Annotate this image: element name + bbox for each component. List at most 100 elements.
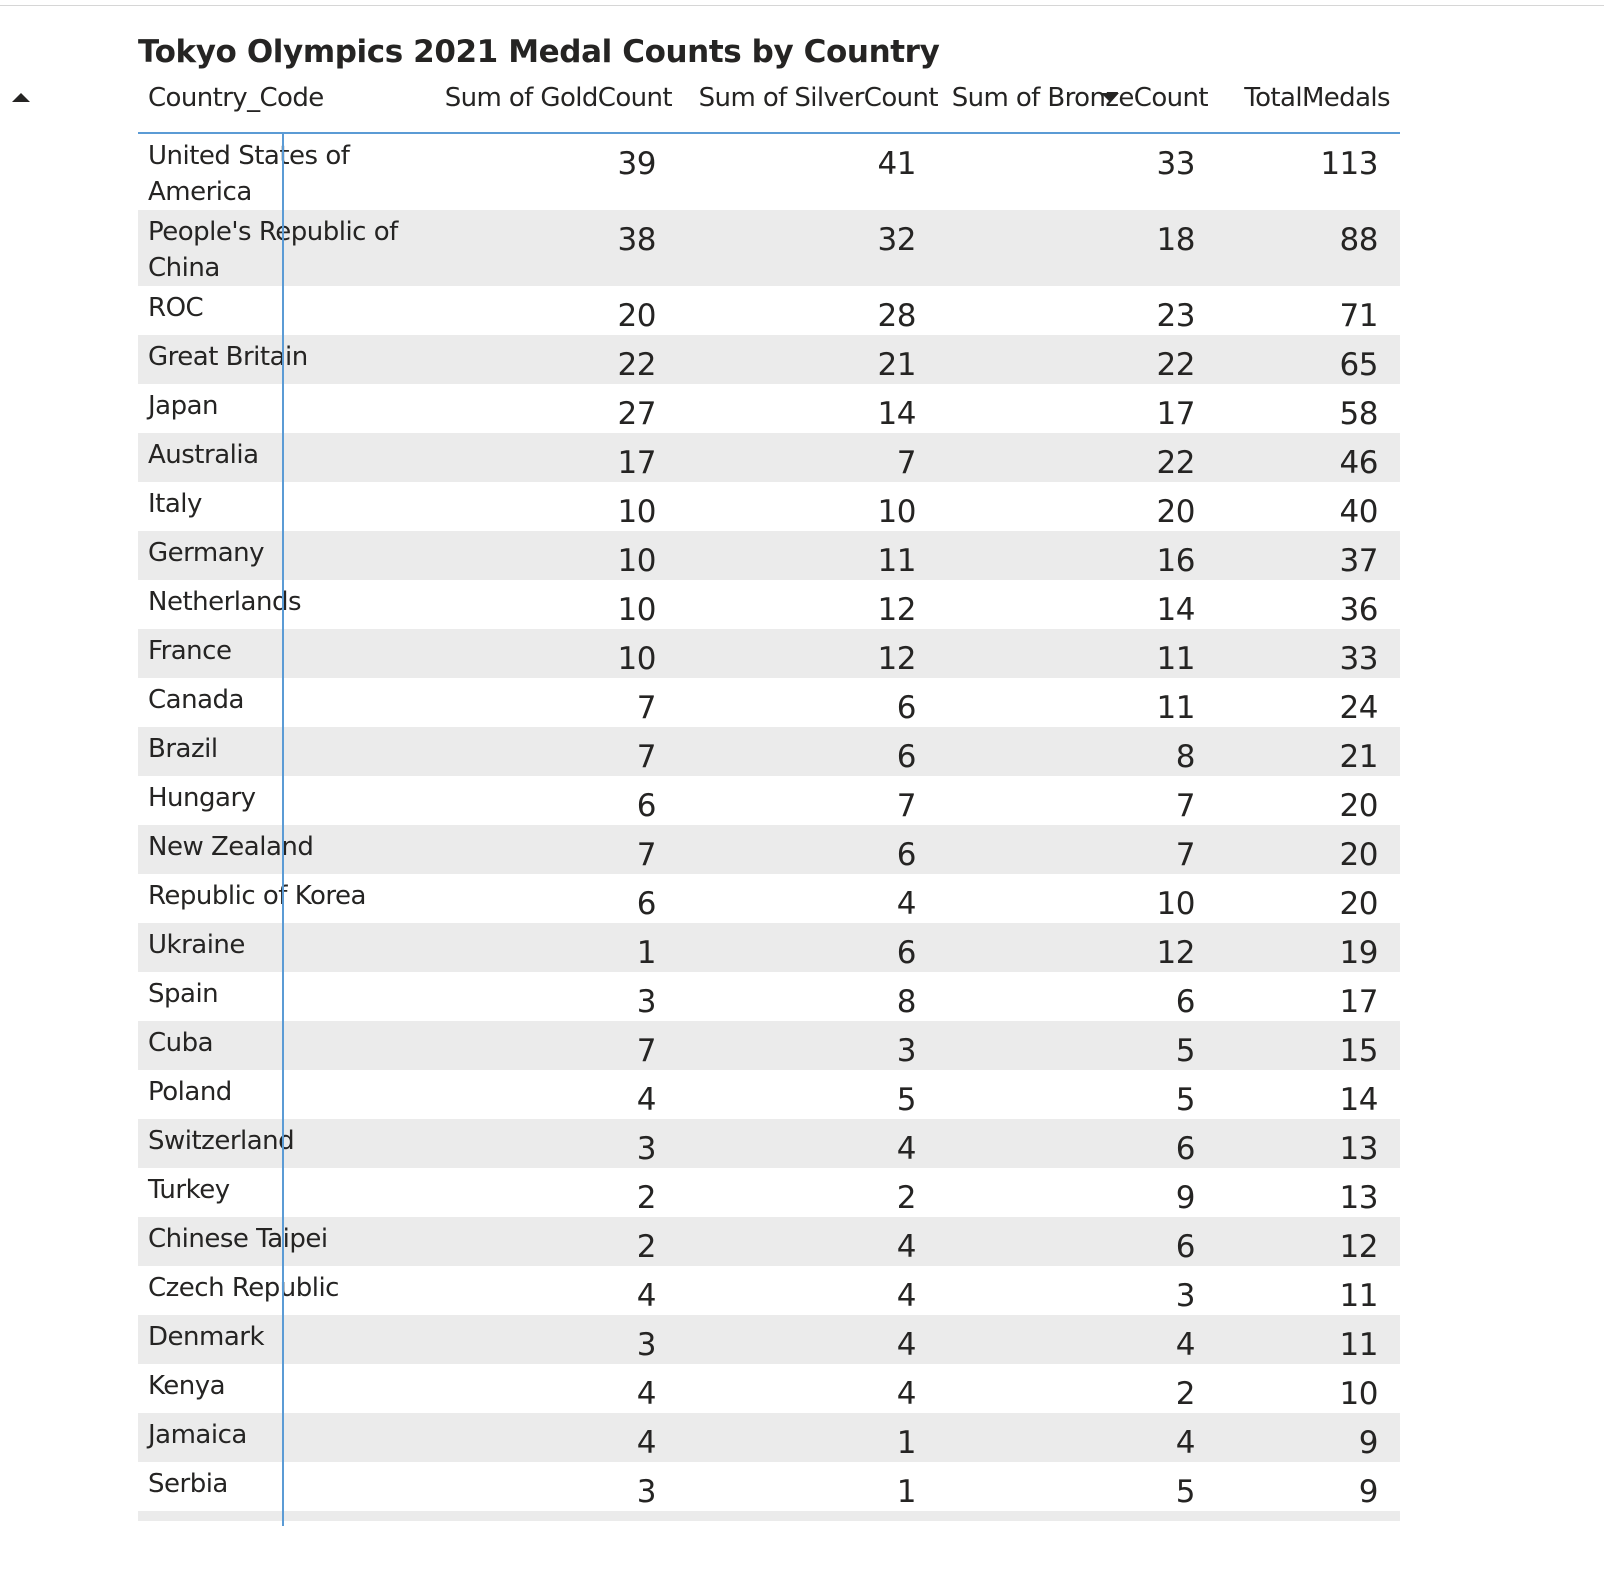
table-row[interactable]: Poland 4 5 5 14: [138, 1070, 1400, 1119]
country-cell: Czech Republic: [148, 1273, 339, 1303]
bronze-count-cell: 12: [1156, 935, 1196, 971]
table-row[interactable]: Germany 10 11 16 37: [138, 531, 1400, 580]
table-row[interactable]: Hungary 6 7 7 20: [138, 776, 1400, 825]
silver-count-cell: 5: [896, 1082, 917, 1118]
gold-count-cell: 7: [636, 690, 657, 726]
country-cell: Spain: [148, 979, 219, 1009]
bronze-count-cell: 4: [1175, 1425, 1196, 1461]
total-medals-cell: 21: [1339, 739, 1379, 775]
silver-count-cell: 4: [896, 1229, 917, 1265]
table-header: Country_Code Sum of GoldCount Sum of Sil…: [138, 76, 1400, 134]
table-row[interactable]: France 10 12 11 33: [138, 629, 1400, 678]
total-medals-cell: 9: [1358, 1425, 1379, 1461]
table-row[interactable]: Canada 7 6 11 24: [138, 678, 1400, 727]
table-row[interactable]: Netherlands 10 12 14 36: [138, 580, 1400, 629]
country-cell: New Zealand: [148, 832, 314, 862]
country-cell: Brazil: [148, 734, 218, 764]
total-medals-cell: 20: [1339, 788, 1379, 824]
total-medals-cell: 58: [1339, 396, 1379, 432]
country-cell: Cuba: [148, 1028, 214, 1058]
bronze-count-cell: 23: [1156, 298, 1196, 334]
gold-count-cell: 10: [617, 592, 657, 628]
visual-title: Tokyo Olympics 2021 Medal Counts by Coun…: [138, 34, 940, 70]
country-cell: Germany: [148, 538, 265, 568]
total-medals-cell: 14: [1339, 1082, 1379, 1118]
gold-count-cell: 10: [617, 641, 657, 677]
total-medals-cell: 33: [1339, 641, 1379, 677]
bronze-count-cell: 10: [1156, 886, 1196, 922]
column-header-bronze[interactable]: Sum of BronzeCount: [951, 83, 1209, 113]
column-header-total[interactable]: TotalMedals: [1244, 83, 1390, 113]
gold-count-cell: 4: [636, 1425, 657, 1461]
table-row[interactable]: Czech Republic 4 4 3 11: [138, 1266, 1400, 1315]
country-cell: Italy: [148, 489, 202, 519]
table-row-partial: [138, 1511, 1400, 1521]
gold-count-cell: 3: [636, 1131, 657, 1167]
silver-count-cell: 1: [896, 1425, 917, 1461]
table-row[interactable]: Denmark 3 4 4 11: [138, 1315, 1400, 1364]
silver-count-cell: 4: [896, 1131, 917, 1167]
table-row[interactable]: Jamaica 4 1 4 9: [138, 1413, 1400, 1462]
table-row[interactable]: Great Britain 22 21 22 65: [138, 335, 1400, 384]
total-medals-cell: 9: [1358, 1474, 1379, 1510]
table-row[interactable]: Ukraine 1 6 12 19: [138, 923, 1400, 972]
silver-count-cell: 28: [877, 298, 917, 334]
column-divider: [282, 134, 284, 1526]
table-row[interactable]: Japan 27 14 17 58: [138, 384, 1400, 433]
table-row[interactable]: Turkey 2 2 9 13: [138, 1168, 1400, 1217]
silver-count-cell: 41: [877, 146, 917, 182]
table-row[interactable]: Spain 3 8 6 17: [138, 972, 1400, 1021]
sort-ascending-icon[interactable]: [12, 93, 30, 102]
country-cell: Switzerland: [148, 1126, 295, 1156]
table-visual[interactable]: Tokyo Olympics 2021 Medal Counts by Coun…: [138, 28, 1400, 1521]
silver-count-cell: 8: [896, 984, 917, 1020]
country-cell: Denmark: [148, 1322, 265, 1352]
table-row[interactable]: New Zealand 7 6 7 20: [138, 825, 1400, 874]
table-row[interactable]: ROC 20 28 23 71: [138, 286, 1400, 335]
total-medals-cell: 88: [1339, 222, 1379, 258]
total-medals-cell: 24: [1339, 690, 1379, 726]
silver-count-cell: 4: [896, 1376, 917, 1412]
country-cell: Canada: [148, 685, 244, 715]
country-cell: Hungary: [148, 783, 256, 813]
country-cell: ROC: [148, 293, 204, 323]
total-medals-cell: 71: [1339, 298, 1379, 334]
gold-count-cell: 1: [636, 935, 657, 971]
column-header-gold[interactable]: Sum of GoldCount: [444, 83, 673, 113]
column-header-silver[interactable]: Sum of SilverCount: [698, 83, 939, 113]
silver-count-cell: 7: [896, 788, 917, 824]
top-border: [0, 5, 1604, 6]
gold-count-cell: 6: [636, 886, 657, 922]
table-row[interactable]: Italy 10 10 20 40: [138, 482, 1400, 531]
silver-count-cell: 6: [896, 935, 917, 971]
country-cell: Chinese Taipei: [148, 1224, 328, 1254]
silver-count-cell: 4: [896, 1278, 917, 1314]
total-medals-cell: 37: [1339, 543, 1379, 579]
silver-count-cell: 6: [896, 739, 917, 775]
table-row[interactable]: Switzerland 3 4 6 13: [138, 1119, 1400, 1168]
table-row[interactable]: Chinese Taipei 2 4 6 12: [138, 1217, 1400, 1266]
table-row[interactable]: Australia 17 7 22 46: [138, 433, 1400, 482]
bronze-count-cell: 33: [1156, 146, 1196, 182]
table-row[interactable]: Kenya 4 4 2 10: [138, 1364, 1400, 1413]
bronze-count-cell: 11: [1156, 690, 1196, 726]
gold-count-cell: 7: [636, 739, 657, 775]
country-cell: Kenya: [148, 1371, 226, 1401]
table-row[interactable]: United States of America 39 41 33 113: [138, 134, 1400, 210]
country-cell: Jamaica: [148, 1420, 247, 1450]
sort-descending-icon[interactable]: [1101, 93, 1119, 102]
column-header-country[interactable]: Country_Code: [148, 83, 324, 113]
table-row[interactable]: Cuba 7 3 5 15: [138, 1021, 1400, 1070]
gold-count-cell: 4: [636, 1278, 657, 1314]
table-row[interactable]: Republic of Korea 6 4 10 20: [138, 874, 1400, 923]
gold-count-cell: 17: [617, 445, 657, 481]
bronze-count-cell: 17: [1156, 396, 1196, 432]
table-row[interactable]: Brazil 7 6 8 21: [138, 727, 1400, 776]
total-medals-cell: 19: [1339, 935, 1379, 971]
total-medals-cell: 40: [1339, 494, 1379, 530]
gold-count-cell: 4: [636, 1082, 657, 1118]
bronze-count-cell: 5: [1175, 1033, 1196, 1069]
bronze-count-cell: 6: [1175, 1229, 1196, 1265]
table-row[interactable]: People's Republic of China 38 32 18 88: [138, 210, 1400, 286]
table-row[interactable]: Serbia 3 1 5 9: [138, 1462, 1400, 1511]
